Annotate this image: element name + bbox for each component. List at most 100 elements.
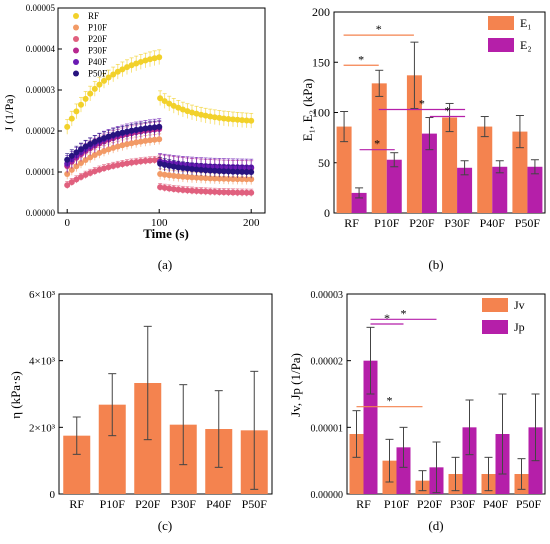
panel-a-point-p20f <box>73 176 80 183</box>
panel-b-legend-swatch <box>488 38 514 52</box>
panel-a-point-p10f <box>105 146 112 153</box>
caption-d: (d) <box>428 518 443 533</box>
panel-a-point-p20f <box>133 158 140 165</box>
panel-a-point-p50f <box>193 166 200 173</box>
panel-b-ytick-label: 200 <box>312 5 330 19</box>
panel-a-point-p20f <box>207 188 214 195</box>
panel-a-point-p20f <box>157 184 164 191</box>
panel-d-bar-jp <box>462 427 477 494</box>
panel-a-point-p10f <box>156 136 163 143</box>
panel-b-legend-swatch <box>488 16 514 30</box>
panel-b-bar-e₁ <box>371 83 387 213</box>
panel-c-category-label: P30F <box>171 497 197 511</box>
panel-a-legend-marker <box>73 24 79 31</box>
panel-a-point-p50f <box>243 168 250 175</box>
panel-a-frame <box>57 7 266 214</box>
panel-c-ytick-label: 2×10³ <box>29 422 56 434</box>
panel-a-point-p10f <box>133 139 140 146</box>
panel-b-bar-e₂ <box>457 167 473 213</box>
panel-a-point-p10f <box>128 140 135 147</box>
panel-c-category-label: P40F <box>206 497 232 511</box>
panel-a-point-p20f <box>110 162 117 169</box>
panel-a-point-p10f <box>198 174 205 181</box>
panel-a-point-p50f <box>175 164 182 171</box>
panel-a-point-rf <box>198 111 205 118</box>
panel-a-xlabel: Time (s) <box>143 226 189 241</box>
panel-a-point-p20f <box>229 189 236 196</box>
panel-a-point-p10f <box>124 141 130 148</box>
panel-c-ylabel: η (kPa·s) <box>8 371 23 419</box>
panel-a-scatter: 0.00000 0.00001 0.00002 0.00003 0.00004 0.000… <box>26 3 266 229</box>
panel-a-point-p50f <box>202 167 209 174</box>
panel-c-ytick-label: 6×10³ <box>29 289 56 301</box>
panel-b-bar-e₂ <box>492 166 508 213</box>
panel-a-point-p20f <box>166 185 173 192</box>
panel-a-point-rf <box>91 85 98 92</box>
panel-b-bar-e₁ <box>442 117 458 213</box>
panel-a-point-p20f <box>225 189 232 196</box>
panel-a-point-p50f <box>64 156 71 163</box>
panel-a-point-p10f <box>239 176 246 183</box>
panel-a-point-p50f <box>225 168 232 175</box>
panel-a-point-rf <box>243 117 250 124</box>
panel-a-point-rf <box>225 115 232 122</box>
panel-a-point-p50f <box>82 143 89 150</box>
panel-b-significance-star: * <box>374 137 380 151</box>
panel-a-point-p10f <box>73 163 80 170</box>
panel-a-point-p50f <box>234 168 241 175</box>
panel-a-point-p10f <box>101 148 107 155</box>
panel-d-ytick-label: 0.00002 <box>311 357 344 368</box>
panel-d-bar-jv <box>349 434 364 494</box>
panel-b-significance-star: * <box>376 22 382 36</box>
panel-a-point-p20f <box>170 186 177 193</box>
panel-b-bar-e₂ <box>421 133 437 213</box>
panel-a-point-rf <box>184 108 191 115</box>
panel-b-bar-e₁ <box>336 126 352 213</box>
panel-a-point-rf <box>216 114 223 121</box>
panel-b-significance-star: * <box>419 96 425 110</box>
panel-a-point-p20f <box>248 189 255 196</box>
panel-a-ytick-label: 0.00001 <box>26 167 55 177</box>
panel-a-legend-label: P30F <box>88 46 107 56</box>
panel-a-point-p20f <box>198 188 205 195</box>
panel-d-legend-swatch <box>482 298 508 312</box>
panel-c-category-label: P10F <box>100 497 126 511</box>
panel-a-point-p50f <box>151 124 158 131</box>
panel-a-point-p50f <box>119 129 126 136</box>
panel-a-point-p50f <box>87 141 94 148</box>
panel-a-point-p10f <box>220 175 227 182</box>
panel-b-category-label: P40F <box>480 216 506 230</box>
panel-a-point-rf <box>234 116 241 123</box>
panel-a-point-p20f <box>96 166 103 173</box>
panel-a-point-p20f <box>78 174 84 181</box>
panel-a-point-p50f <box>137 126 144 133</box>
panel-a-point-p50f <box>101 135 107 142</box>
panel-a-point-rf <box>73 108 80 115</box>
panel-a-point-rf <box>142 57 149 64</box>
panel-a-point-rf <box>147 56 153 63</box>
panel-a-point-rf <box>151 55 158 62</box>
panel-a-point-p10f <box>147 137 153 144</box>
panel-a-point-p20f <box>101 165 107 172</box>
panel-a-point-p10f <box>207 175 214 182</box>
panel-a-point-p10f <box>68 166 75 173</box>
panel-a-point-p10f <box>96 149 103 156</box>
panel-c-bar-chart: 0 2×10³ 4×10³ 6×10³ RF P10F P20F P30F P40F P50F <box>29 289 273 511</box>
panel-a-legend-label: RF <box>88 11 99 21</box>
panel-a-point-p50f <box>198 166 205 173</box>
panel-a-xtick-label: 0 <box>64 217 70 229</box>
panel-a-point-rf <box>87 90 94 97</box>
panel-b-category-label: P10F <box>374 216 400 230</box>
panel-a-point-rf <box>202 112 209 119</box>
panel-d-category-label: P40F <box>483 497 509 511</box>
panel-a-point-p20f <box>142 157 149 164</box>
panel-a-point-p10f <box>82 157 89 164</box>
panel-a-point-p10f <box>184 174 191 181</box>
panel-a-point-rf <box>119 66 126 73</box>
panel-a-point-p20f <box>137 158 144 165</box>
panel-a-point-p50f <box>96 136 103 143</box>
panel-a-point-p20f <box>87 169 94 176</box>
panel-a-point-p20f <box>114 162 121 169</box>
